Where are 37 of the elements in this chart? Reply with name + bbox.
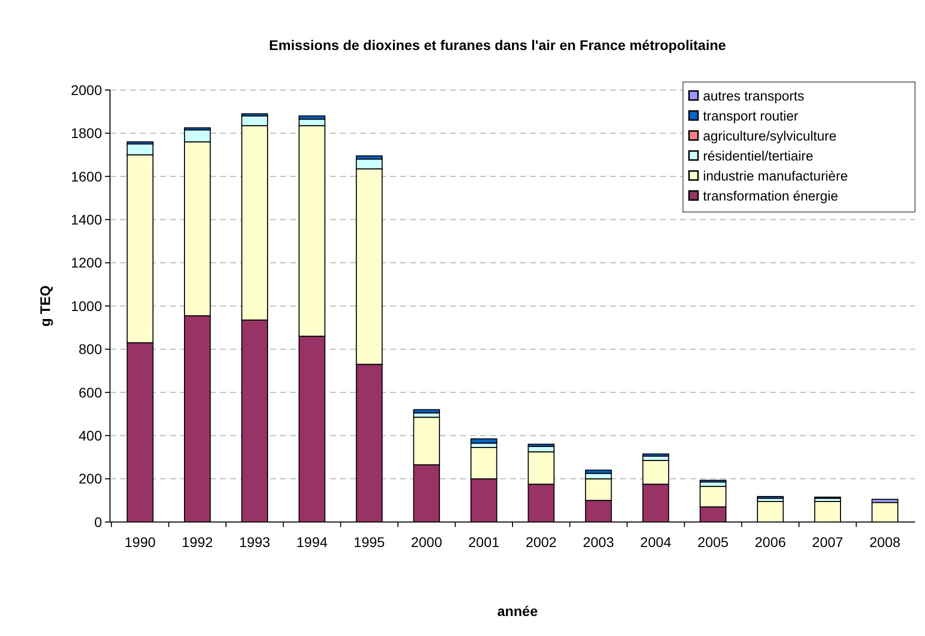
legend-label: autres transports: [703, 88, 805, 104]
bar: [642, 453, 670, 457]
y-tick-label: 400: [78, 428, 102, 444]
x-tick-label: 2008: [869, 534, 901, 550]
y-axis-title: g TEQ: [37, 285, 53, 327]
y-tick-label: 2000: [70, 82, 102, 98]
x-tick-label: 2007: [812, 534, 844, 550]
y-tick-label: 0: [94, 514, 102, 530]
x-tick-label: 1992: [182, 534, 214, 550]
x-tick-label: 2004: [640, 534, 672, 550]
y-tick-label: 1600: [70, 168, 102, 184]
y-tick-label: 600: [78, 384, 102, 400]
legend-label: agriculture/sylviculture: [703, 128, 837, 144]
legend-label: résidentiel/tertiaire: [703, 148, 814, 164]
chart-title: Emissions de dioxines et furanes dans l'air en France métropolitaine: [269, 37, 726, 53]
legend-label: transformation énergie: [703, 188, 838, 204]
y-tick-label: 1800: [70, 125, 102, 142]
y-tick-label: 200: [78, 470, 102, 487]
y-tick-label: 1200: [70, 254, 102, 271]
legend-label: transport routier: [703, 108, 799, 124]
x-tick-label: 2005: [697, 534, 729, 550]
x-tick-label: 2002: [526, 534, 557, 550]
x-tick-label: 1994: [296, 534, 328, 550]
x-tick-label: 1995: [354, 534, 386, 550]
y-tick-label: 800: [78, 341, 102, 358]
y-tick-label: 1000: [70, 298, 102, 314]
legend-label: industrie manufacturière: [703, 168, 848, 184]
x-tick-label: 2001: [468, 534, 500, 550]
x-tick-label: 2000: [410, 534, 442, 550]
bar: [413, 409, 440, 414]
x-tick-label: 2006: [754, 534, 786, 550]
x-tick-label: 1993: [239, 534, 270, 550]
x-tick-label: 1990: [124, 534, 156, 550]
x-tick-label: 2003: [582, 534, 614, 550]
y-tick-label: 1400: [70, 212, 102, 228]
x-axis-title: année: [497, 603, 538, 619]
bar: [470, 438, 498, 444]
